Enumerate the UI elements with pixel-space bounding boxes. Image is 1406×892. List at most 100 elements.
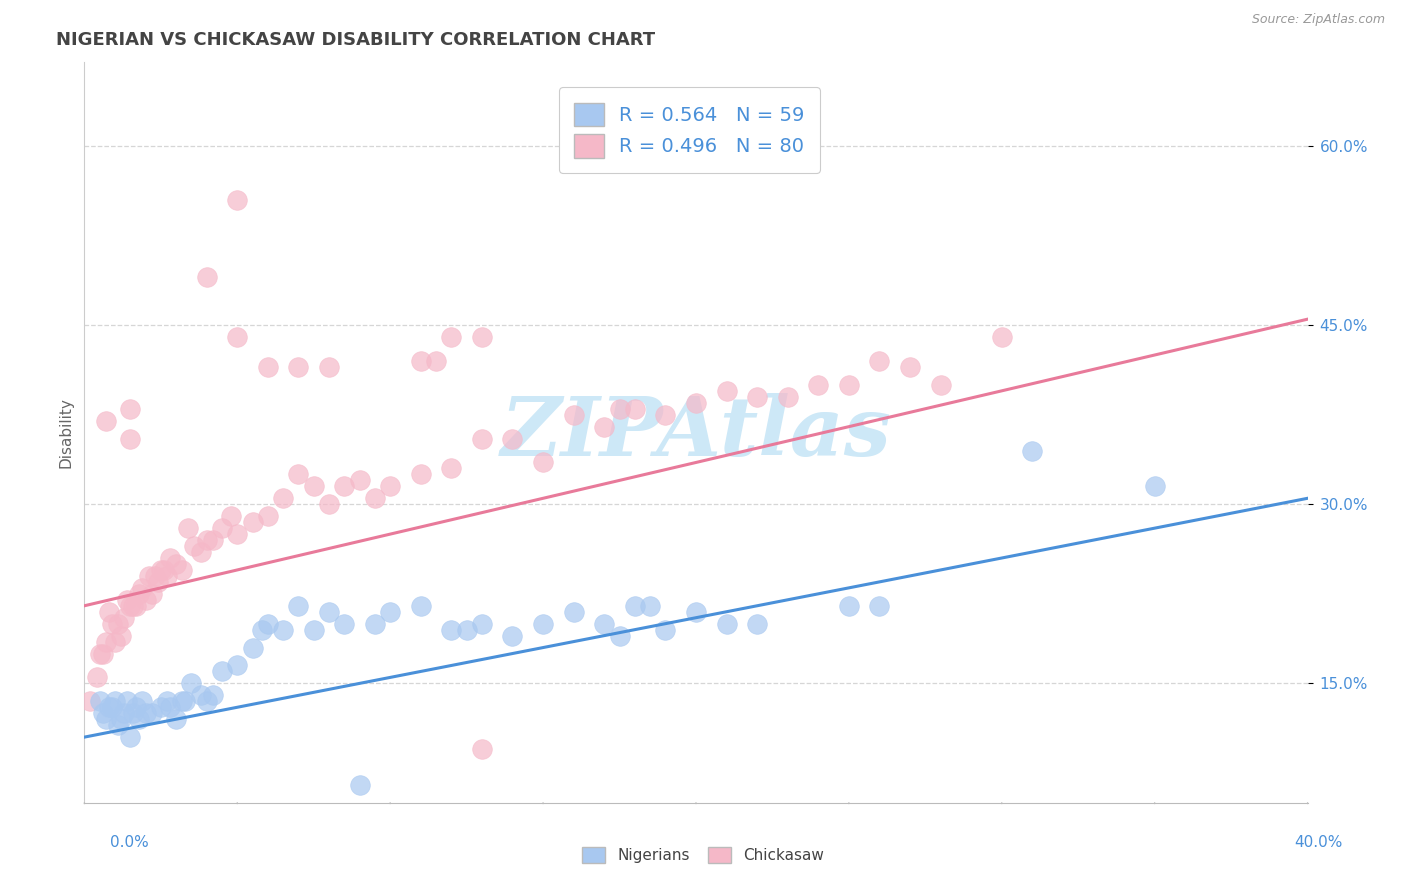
Point: [838, 377, 860, 392]
Point: [219, 509, 242, 524]
Point: [898, 359, 921, 374]
Point: [101, 616, 124, 631]
Point: [104, 694, 127, 708]
Point: [380, 605, 402, 619]
Point: [172, 563, 194, 577]
Point: [131, 694, 153, 708]
Point: [190, 545, 212, 559]
Point: [122, 706, 145, 721]
Point: [609, 401, 631, 416]
Point: [177, 521, 200, 535]
Point: [257, 359, 280, 374]
Point: [776, 390, 799, 404]
Point: [287, 359, 309, 374]
Point: [716, 384, 738, 398]
Point: [364, 491, 387, 506]
Point: [838, 599, 860, 613]
Point: [94, 634, 117, 648]
Point: [349, 474, 371, 488]
Point: [869, 354, 891, 368]
Point: [138, 569, 160, 583]
Point: [929, 377, 952, 392]
Point: [257, 509, 280, 524]
Point: [120, 599, 142, 613]
Point: [685, 605, 707, 619]
Point: [195, 533, 218, 547]
Point: [440, 330, 463, 344]
Point: [79, 694, 101, 708]
Point: [1143, 479, 1166, 493]
Point: [201, 533, 224, 547]
Point: [104, 634, 127, 648]
Point: [128, 712, 150, 726]
Text: 40.0%: 40.0%: [1295, 836, 1343, 850]
Point: [159, 551, 181, 566]
Point: [174, 694, 197, 708]
Point: [333, 479, 356, 493]
Point: [146, 574, 169, 589]
Point: [149, 563, 172, 577]
Point: [226, 658, 249, 673]
Point: [440, 461, 463, 475]
Point: [180, 676, 202, 690]
Point: [287, 467, 309, 482]
Point: [471, 742, 494, 756]
Point: [562, 408, 585, 422]
Point: [135, 592, 157, 607]
Point: [409, 467, 432, 482]
Point: [107, 616, 129, 631]
Point: [125, 700, 148, 714]
Point: [471, 616, 494, 631]
Legend: R = 0.564   N = 59, R = 0.496   N = 80: R = 0.564 N = 59, R = 0.496 N = 80: [560, 87, 820, 173]
Point: [125, 599, 148, 613]
Point: [183, 539, 205, 553]
Point: [86, 670, 108, 684]
Point: [91, 647, 114, 661]
Point: [318, 359, 340, 374]
Point: [502, 629, 524, 643]
Point: [364, 616, 387, 631]
Point: [807, 377, 830, 392]
Point: [747, 390, 769, 404]
Point: [172, 694, 194, 708]
Point: [440, 623, 463, 637]
Point: [128, 587, 150, 601]
Text: NIGERIAN VS CHICKASAW DISABILITY CORRELATION CHART: NIGERIAN VS CHICKASAW DISABILITY CORRELA…: [56, 31, 655, 49]
Point: [195, 270, 218, 285]
Point: [471, 432, 494, 446]
Point: [271, 491, 294, 506]
Point: [112, 610, 135, 624]
Point: [165, 712, 187, 726]
Point: [250, 623, 273, 637]
Point: [211, 521, 233, 535]
Point: [318, 497, 340, 511]
Point: [380, 479, 402, 493]
Point: [89, 647, 111, 661]
Point: [869, 599, 891, 613]
Legend: Nigerians, Chickasaw: Nigerians, Chickasaw: [575, 839, 831, 871]
Point: [609, 629, 631, 643]
Point: [107, 718, 129, 732]
Point: [409, 354, 432, 368]
Point: [120, 432, 142, 446]
Point: [716, 616, 738, 631]
Point: [94, 712, 117, 726]
Point: [242, 640, 264, 655]
Point: [302, 623, 325, 637]
Point: [302, 479, 325, 493]
Point: [141, 706, 163, 721]
Point: [531, 455, 554, 469]
Point: [112, 706, 135, 721]
Point: [226, 527, 249, 541]
Point: [135, 706, 157, 721]
Point: [318, 605, 340, 619]
Point: [409, 599, 432, 613]
Point: [1021, 443, 1043, 458]
Point: [271, 623, 294, 637]
Point: [747, 616, 769, 631]
Point: [115, 592, 138, 607]
Point: [131, 581, 153, 595]
Point: [593, 419, 616, 434]
Point: [624, 599, 647, 613]
Point: [110, 712, 132, 726]
